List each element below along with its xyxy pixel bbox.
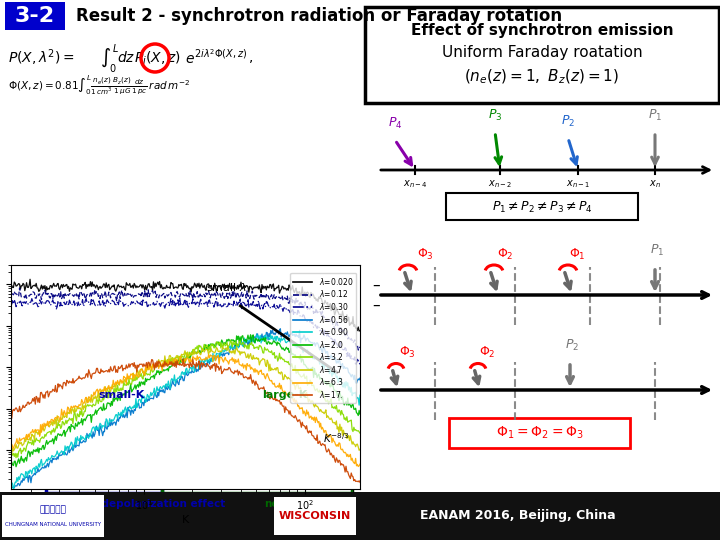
Text: $P_4$: $P_4$ <box>388 116 402 131</box>
Text: CHUNGNAM NATIONAL UNIVERSITY: CHUNGNAM NATIONAL UNIVERSITY <box>5 522 101 526</box>
Text: $dz$: $dz$ <box>117 51 135 65</box>
Text: $P_1$: $P_1$ <box>650 243 664 258</box>
Text: 3-2: 3-2 <box>15 6 55 26</box>
Text: $P_1\neq P_2\neq P_3\neq P_4$: $P_1\neq P_2\neq P_3\neq P_4$ <box>492 199 593 214</box>
Text: –: – <box>372 278 379 293</box>
Text: Faraday depolarization effect: Faraday depolarization effect <box>51 499 225 509</box>
Text: 충남대학교: 충남대학교 <box>40 505 66 515</box>
Text: $e^{2i\lambda^2\Phi(X,z)}$: $e^{2i\lambda^2\Phi(X,z)}$ <box>185 49 247 68</box>
Text: $\int_0^L$: $\int_0^L$ <box>100 42 119 75</box>
Text: $x_{n-4}$: $x_{n-4}$ <box>402 178 428 190</box>
Text: $\Phi_2$: $\Phi_2$ <box>479 345 495 360</box>
Text: $x_n$: $x_n$ <box>649 178 661 190</box>
Text: $,$: $,$ <box>248 51 253 65</box>
Text: $\Phi_3$: $\Phi_3$ <box>417 247 433 262</box>
Text: $P(X,\lambda^2)=$: $P(X,\lambda^2)=$ <box>8 48 74 68</box>
Text: $K^{-8/3}$: $K^{-8/3}$ <box>323 431 350 445</box>
FancyBboxPatch shape <box>5 2 65 30</box>
Text: –: – <box>372 298 379 313</box>
Text: $x_{n-1}$: $x_{n-1}$ <box>566 178 590 190</box>
FancyBboxPatch shape <box>0 492 720 540</box>
X-axis label: K: K <box>181 515 189 525</box>
Text: Result 2 - synchrotron radiation or Faraday rotation: Result 2 - synchrotron radiation or Fara… <box>76 7 562 25</box>
FancyBboxPatch shape <box>274 497 356 535</box>
Text: $P_i(X,z)$: $P_i(X,z)$ <box>134 49 181 67</box>
Text: negligible: negligible <box>264 499 323 509</box>
Text: large-K: large-K <box>262 389 307 400</box>
FancyBboxPatch shape <box>446 193 638 220</box>
FancyBboxPatch shape <box>449 418 630 448</box>
Text: $\Phi(X,z)=0.81\int_0^L\frac{n_e(z)}{1\,cm^3}\frac{B_z(z)}{1\,\mu G}\frac{dz}{1\: $\Phi(X,z)=0.81\int_0^L\frac{n_e(z)}{1\,… <box>8 73 190 97</box>
FancyBboxPatch shape <box>365 7 719 103</box>
Text: $x_{n-2}$: $x_{n-2}$ <box>488 178 512 190</box>
Text: $P_1$: $P_1$ <box>648 108 662 123</box>
Text: $P_2$: $P_2$ <box>561 114 575 129</box>
Text: $\Phi_2$: $\Phi_2$ <box>497 247 513 262</box>
Text: WISCONSIN: WISCONSIN <box>279 511 351 521</box>
Text: $\Phi_1=\Phi_2=\Phi_3$: $\Phi_1=\Phi_2=\Phi_3$ <box>496 425 584 441</box>
Text: $\Phi_1$: $\Phi_1$ <box>569 247 585 262</box>
Text: Effect of synchrotron emission: Effect of synchrotron emission <box>410 23 673 37</box>
Text: $\Phi_3$: $\Phi_3$ <box>399 345 415 360</box>
Text: EANAM 2016, Beijing, China: EANAM 2016, Beijing, China <box>420 510 616 523</box>
Legend: $\lambda$=0.020, $\lambda$=0.12, $\lambda$=0.30, $\lambda$=0.56, $\lambda$=0.90,: $\lambda$=0.020, $\lambda$=0.12, $\lambd… <box>290 273 356 403</box>
FancyBboxPatch shape <box>2 495 104 537</box>
Text: small $\lambda$: small $\lambda$ <box>207 281 247 293</box>
Text: small-K: small-K <box>98 389 144 400</box>
Text: $P_2$: $P_2$ <box>565 338 579 353</box>
Text: Uniform Faraday roatation: Uniform Faraday roatation <box>441 44 642 59</box>
Text: $(n_e(z)=1,\ B_z(z)=1)$: $(n_e(z)=1,\ B_z(z)=1)$ <box>464 68 620 86</box>
Text: $P_3$: $P_3$ <box>487 108 503 123</box>
